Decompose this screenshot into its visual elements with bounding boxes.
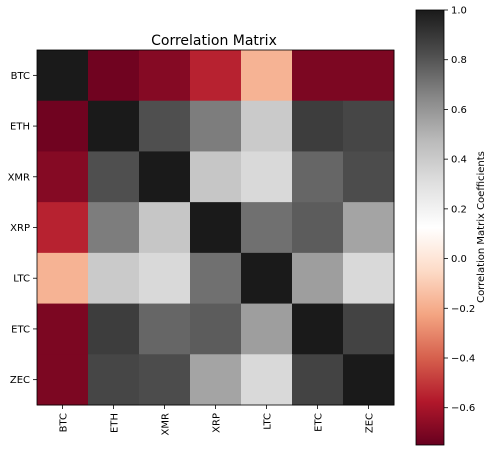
heatmap-cell-etc-eth [88, 303, 140, 355]
x-tick-label-btc: BTC [59, 413, 70, 432]
colorbar-tick-label: 0.6 [451, 105, 467, 116]
heatmap-cell-zec-btc [37, 354, 89, 406]
y-tick-label-xmr: XMR [8, 172, 30, 183]
heatmap-cell-xrp-eth [88, 202, 140, 254]
heatmap-cell-eth-btc [37, 100, 89, 152]
heatmap-cell-etc-xmr [139, 303, 191, 355]
colorbar-tick-label: −0.6 [451, 403, 475, 414]
x-tick-label-zec: ZEC [365, 413, 376, 433]
heatmap-cell-ltc-eth [88, 252, 140, 305]
heatmap-cell-eth-zec [343, 100, 395, 152]
y-tick-label-zec: ZEC [10, 375, 30, 386]
heatmap-cell-zec-xrp [190, 354, 242, 406]
y-tick-label-eth: ETH [10, 122, 30, 133]
x-tick-label-eth: ETH [110, 413, 121, 433]
heatmap-cell-eth-ltc [241, 100, 293, 152]
colorbar-tick-label: 1.0 [451, 6, 467, 17]
x-tick-label-xmr: XMR [161, 413, 172, 435]
heatmap-cells [37, 50, 395, 406]
heatmap-cell-zec-zec [343, 354, 395, 406]
colorbar-tick-label: −0.2 [451, 304, 475, 315]
heatmap-cell-ltc-btc [37, 252, 89, 305]
x-axis-ticks: BTC ETH XMR XRP LTC ETC ZEC [59, 405, 376, 435]
heatmap-cell-etc-xrp [190, 303, 242, 355]
y-tick-label-xrp: XRP [10, 223, 30, 234]
heatmap-cell-xrp-btc [37, 202, 89, 254]
colorbar-label: Correlation Matrix Coefficients [476, 151, 487, 303]
heatmap-cell-etc-etc [292, 303, 344, 355]
x-tick-label-ltc: LTC [263, 413, 274, 430]
x-tick-label-xrp: XRP [212, 413, 223, 433]
colorbar-tick-label: 0.4 [451, 155, 467, 166]
heatmap-cell-ltc-zec [343, 252, 395, 305]
heatmap-cell-zec-etc [292, 354, 344, 406]
heatmap-cell-btc-xmr [139, 50, 191, 102]
colorbar [415, 9, 445, 446]
chart-title: Correlation Matrix [151, 33, 277, 49]
colorbar-tick-label: 0.8 [451, 55, 467, 66]
heatmap-cell-etc-btc [37, 303, 89, 355]
heatmap-cell-xmr-xmr [139, 151, 191, 203]
heatmap-cell-etc-zec [343, 303, 395, 355]
heatmap-cell-btc-etc [292, 50, 344, 102]
heatmap-cell-btc-xrp [190, 50, 242, 102]
y-axis-ticks: BTC ETH XMR XRP LTC ETC ZEC [8, 71, 37, 386]
heatmap-cell-ltc-xmr [139, 252, 191, 305]
heatmap-cell-zec-eth [88, 354, 140, 406]
heatmap-cell-ltc-xrp [190, 252, 242, 305]
heatmap-cell-xmr-xrp [190, 151, 242, 203]
colorbar-tick-label: −0.4 [451, 354, 475, 365]
heatmap-cell-xmr-zec [343, 151, 395, 203]
heatmap-cell-xrp-zec [343, 202, 395, 254]
heatmap-cell-ltc-etc [292, 252, 344, 305]
heatmap-cell-btc-ltc [241, 50, 293, 102]
heatmap-cell-xrp-etc [292, 202, 344, 254]
heatmap-cell-xrp-ltc [241, 202, 293, 254]
heatmap-cell-eth-eth [88, 100, 140, 152]
colorbar-ticks: 1.0 0.8 0.6 0.4 0.2 0.0 −0.2 −0.4 −0.6 [444, 6, 475, 414]
heatmap-cell-btc-btc [37, 50, 89, 102]
y-tick-label-ltc: LTC [13, 274, 30, 285]
heatmap-cell-eth-xmr [139, 100, 191, 152]
colorbar-tick-label: 0.0 [451, 254, 467, 265]
heatmap-cell-btc-eth [88, 50, 140, 102]
heatmap-cell-zec-xmr [139, 354, 191, 406]
heatmap-cell-xmr-ltc [241, 151, 293, 203]
colorbar-tick-label: 0.2 [451, 204, 467, 215]
heatmap-cell-ltc-ltc [241, 252, 293, 305]
heatmap-cell-eth-etc [292, 100, 344, 152]
heatmap-cell-xmr-btc [37, 151, 89, 203]
y-tick-label-btc: BTC [11, 71, 30, 82]
heatmap-cell-etc-ltc [241, 303, 293, 355]
heatmap-cell-eth-xrp [190, 100, 242, 152]
heatmap-cell-xrp-xmr [139, 202, 191, 254]
heatmap-cell-xrp-xrp [190, 202, 242, 254]
y-tick-label-etc: ETC [11, 324, 30, 335]
heatmap-cell-xmr-eth [88, 151, 140, 203]
heatmap-cell-zec-ltc [241, 354, 293, 406]
x-tick-label-etc: ETC [314, 413, 325, 432]
heatmap-cell-xmr-etc [292, 151, 344, 203]
heatmap-cell-btc-zec [343, 50, 395, 102]
